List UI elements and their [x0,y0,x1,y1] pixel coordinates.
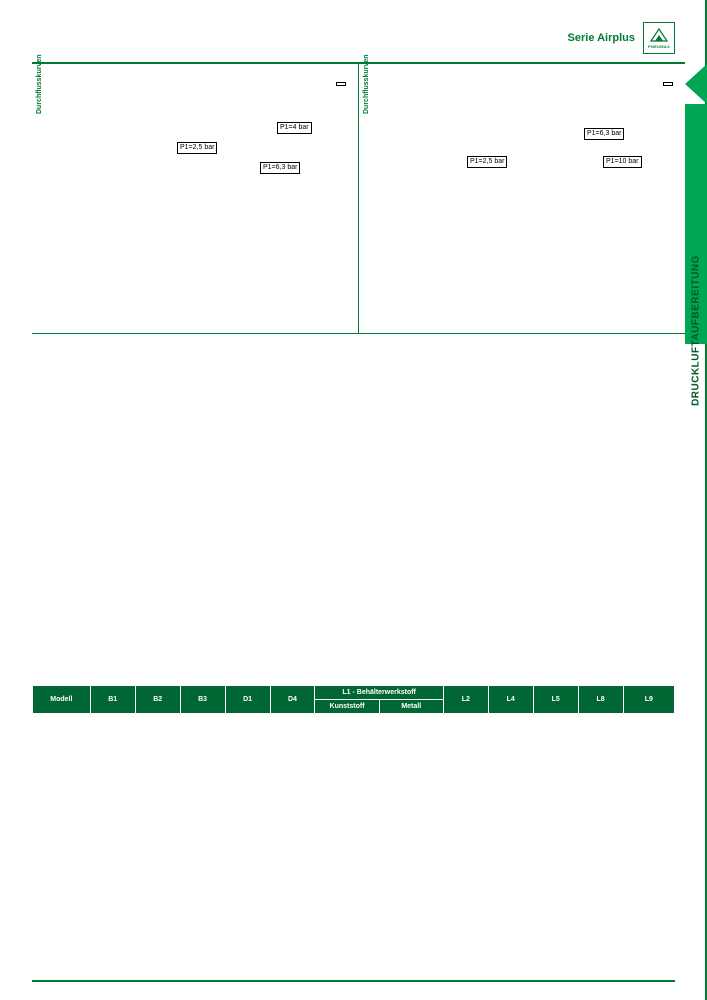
col-l1-group: L1 - Behälterwerkstoff [315,686,443,700]
chart-right: Durchflusskurven P1=2,5 barP1=6,3 barP1=… [359,64,685,334]
charts-region: Durchflusskurven P1=2,5 barP1=4 barP1=6,… [32,64,685,334]
pressure-label: P1=10 bar [603,156,642,168]
brand-logo: PNEUMAX [643,22,675,54]
col-l9: L9 [623,686,674,714]
dimensions-table: Modell B1 B2 B3 D1 D4 L1 - Behälterwerks… [32,685,675,714]
col-l4: L4 [488,686,533,714]
col-l2: L2 [443,686,488,714]
page-header: Serie Airplus PNEUMAX [568,22,675,54]
table-head: Modell B1 B2 B3 D1 D4 L1 - Behälterwerks… [33,686,675,714]
series-title: Serie Airplus [568,32,635,44]
pressure-label: P1=6,3 bar [584,128,624,140]
col-d4: D4 [270,686,315,714]
col-l5: L5 [533,686,578,714]
chart-left-range [336,82,346,86]
pressure-label: P1=6,3 bar [260,162,300,174]
brand-name: PNEUMAX [648,44,670,49]
col-metall: Metall [379,700,443,714]
col-b2: B2 [135,686,180,714]
chart-right-range [663,82,673,86]
chart-right-ylabel: Durchflusskurven [363,54,370,114]
dimensions-table-wrap: Modell B1 B2 B3 D1 D4 L1 - Behälterwerks… [32,685,675,714]
logo-icon [649,27,669,43]
side-tab-label: DRUCKLUFTAUFBEREITUNG [691,255,702,406]
col-d1: D1 [225,686,270,714]
col-b3: B3 [180,686,225,714]
side-tab: DRUCKLUFTAUFBEREITUNG [685,64,707,344]
side-tab-bar: DRUCKLUFTAUFBEREITUNG [685,104,707,344]
pressure-label: P1=2,5 bar [467,156,507,168]
col-b1: B1 [90,686,135,714]
chart-left-ylabel: Durchflusskurven [36,54,43,114]
table-header-row-1: Modell B1 B2 B3 D1 D4 L1 - Behälterwerks… [33,686,675,700]
col-modell: Modell [33,686,91,714]
footer-divider [32,980,675,982]
col-l8: L8 [578,686,623,714]
col-kunststoff: Kunststoff [315,700,379,714]
pressure-label: P1=2,5 bar [177,142,217,154]
chart-left: Durchflusskurven P1=2,5 barP1=4 barP1=6,… [32,64,359,334]
side-tab-arrow-icon [685,64,707,104]
pressure-label: P1=4 bar [277,122,312,134]
